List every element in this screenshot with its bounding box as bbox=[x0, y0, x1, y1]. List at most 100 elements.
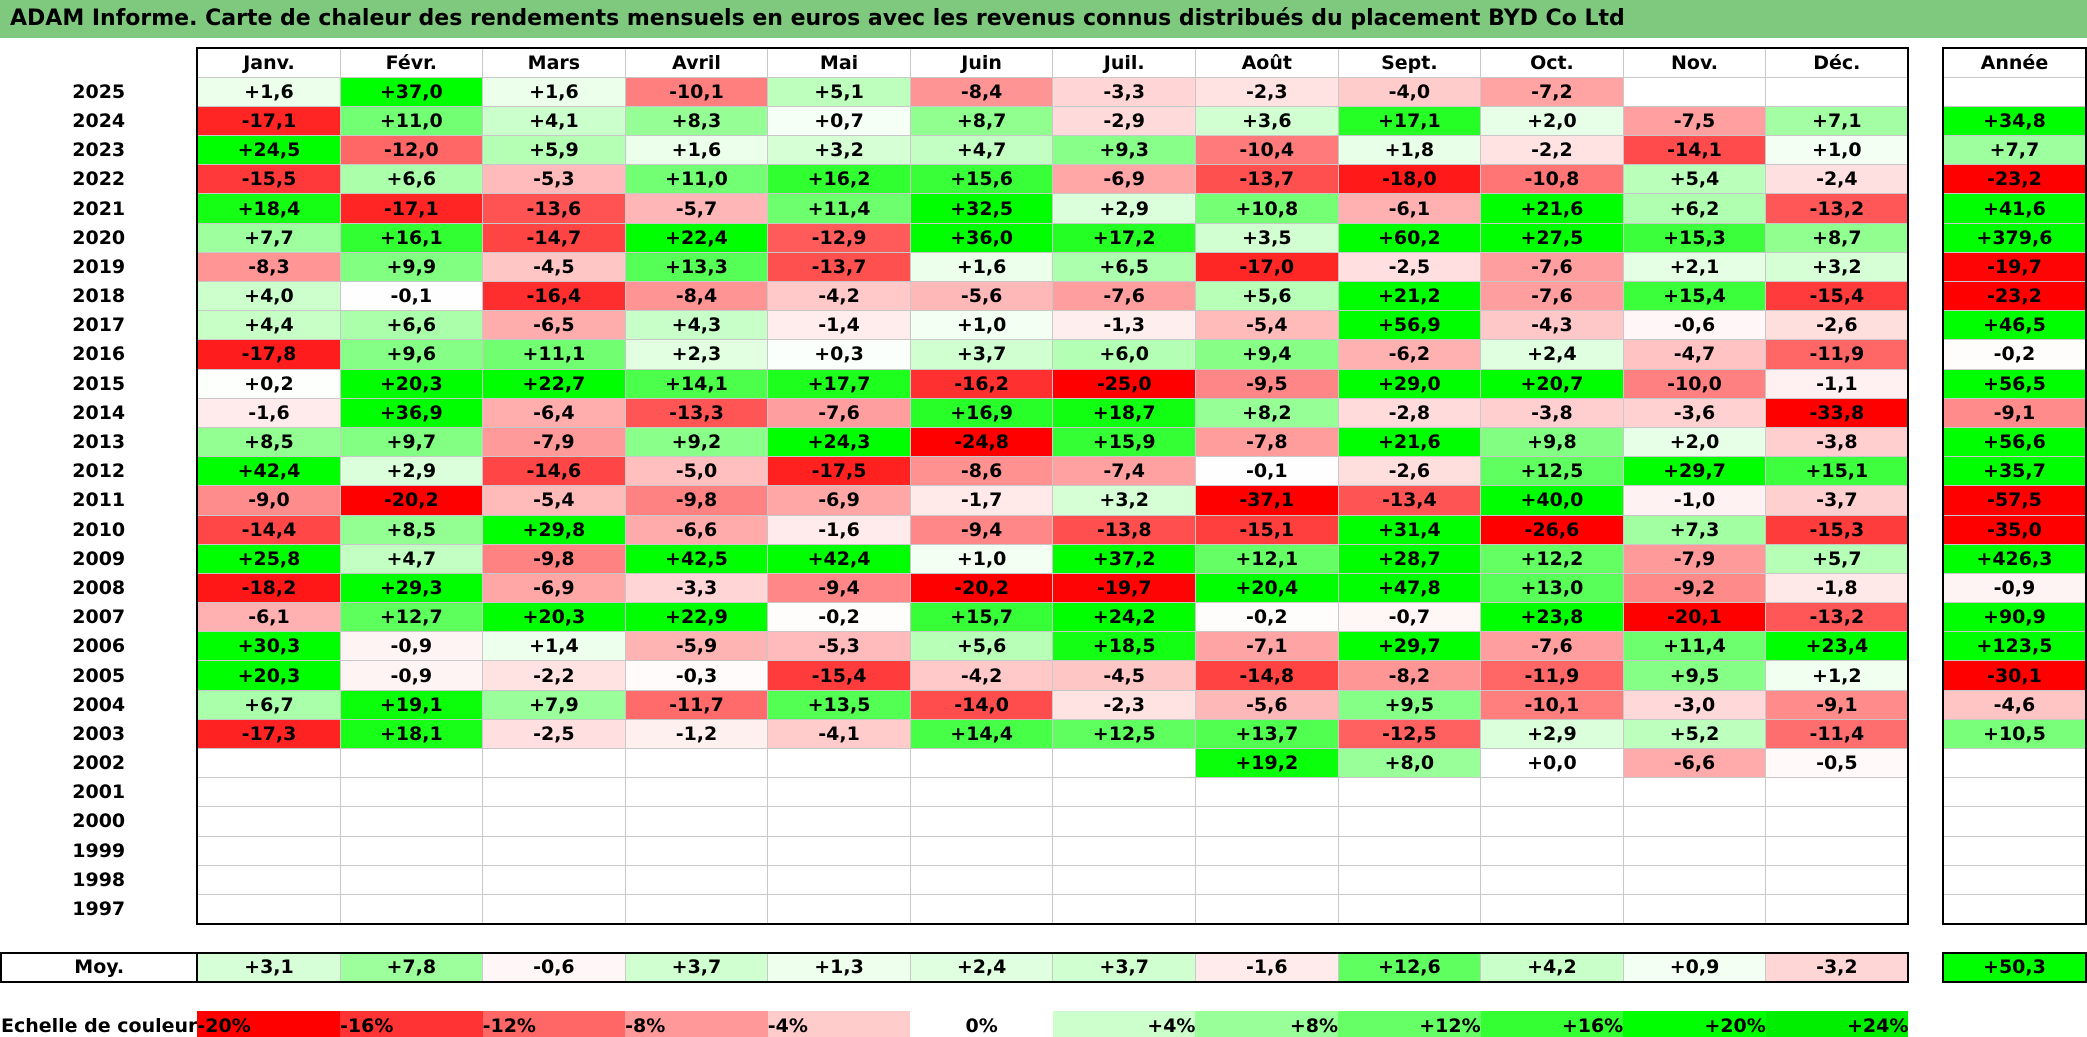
column-gap bbox=[1908, 515, 1943, 544]
year-label: 1997 bbox=[72, 898, 126, 921]
year-label: 2005 bbox=[72, 664, 126, 687]
heatmap-cell: -9,8 bbox=[482, 543, 626, 574]
heatmap-cell: -25,0 bbox=[1052, 368, 1196, 399]
annual-cell: +90,9 bbox=[1941, 602, 2087, 633]
heatmap-cell: +0,7 bbox=[767, 105, 911, 137]
heatmap-cell: +10,8 bbox=[1194, 193, 1339, 224]
annual-cell: +35,7 bbox=[1941, 456, 2087, 487]
column-gap bbox=[1908, 836, 1943, 865]
heatmap-cell: +8,0 bbox=[1337, 747, 1482, 779]
table-row: 2001 bbox=[1, 777, 2087, 808]
column-header: Août bbox=[1194, 46, 1339, 78]
table-row: 2014 -1,6 +36,9 -6,4 -13,3 -7,6 +16,9 +18,7 +8,2… bbox=[1, 397, 2087, 428]
heatmap-cell: -3,3 bbox=[624, 572, 769, 604]
heatmap-cell: +5,2 bbox=[1622, 718, 1767, 750]
heatmap-cell: -3,6 bbox=[1622, 397, 1767, 428]
heatmap-cell: +2,3 bbox=[624, 339, 769, 370]
heatmap-cell bbox=[1622, 777, 1767, 808]
column-gap bbox=[1908, 573, 1943, 602]
heatmap-cell: +5,7 bbox=[1765, 543, 1910, 574]
heatmap-cell: -1,0 bbox=[1622, 485, 1767, 516]
heatmap-cell: +12,7 bbox=[339, 602, 484, 633]
heatmap-cell: -15,5 bbox=[196, 164, 341, 195]
heatmap-cell: -17,3 bbox=[196, 718, 341, 750]
year-label: 2008 bbox=[72, 576, 126, 599]
heatmap-cell: +7,3 bbox=[1622, 514, 1767, 545]
heatmap-cell: +37,2 bbox=[1052, 543, 1196, 574]
heatmap-cell: -2,9 bbox=[1052, 105, 1196, 137]
column-gap bbox=[1908, 865, 1943, 894]
heatmap-cell bbox=[624, 835, 769, 866]
heatmap-cell: +13,3 bbox=[624, 251, 769, 283]
heatmap-cell bbox=[767, 893, 911, 925]
heatmap-cell: -13,8 bbox=[1052, 514, 1196, 545]
heatmap-cell: +11,4 bbox=[1622, 631, 1767, 662]
heatmap-cell: +7,9 bbox=[482, 689, 626, 720]
column-header: Juil. bbox=[1052, 46, 1196, 78]
heatmap-cell: +17,2 bbox=[1052, 222, 1196, 253]
heatmap-cell: +6,7 bbox=[196, 689, 341, 720]
heatmap-cell: -2,3 bbox=[1052, 689, 1196, 720]
heatmap-cell: -8,6 bbox=[909, 456, 1054, 487]
heatmap-cell bbox=[1052, 747, 1196, 779]
annual-cell: +46,5 bbox=[1941, 310, 2087, 341]
heatmap-cell: +1,6 bbox=[196, 76, 341, 107]
heatmap-cell: -6,5 bbox=[482, 310, 626, 341]
heatmap-cell: +0,3 bbox=[767, 339, 911, 370]
heatmap-cell: -4,7 bbox=[1622, 339, 1767, 370]
heatmap-cell: -2,8 bbox=[1337, 397, 1482, 428]
column-gap bbox=[1908, 894, 1943, 923]
annual-cell: -23,2 bbox=[1941, 164, 2087, 195]
heatmap-cell: -7,6 bbox=[767, 397, 911, 428]
annual-cell bbox=[1941, 835, 2087, 866]
column-gap bbox=[1908, 953, 1943, 982]
heatmap-cell: +47,8 bbox=[1337, 572, 1482, 604]
heatmap-cell: +3,2 bbox=[1765, 251, 1910, 283]
heatmap-cell bbox=[1337, 777, 1482, 808]
column-gap bbox=[1908, 77, 1943, 106]
heatmap-cell: -11,9 bbox=[1765, 339, 1910, 370]
heatmap-cell: +9,4 bbox=[1194, 339, 1339, 370]
heatmap-cell bbox=[1622, 893, 1767, 925]
heatmap-cell: +15,6 bbox=[909, 164, 1054, 195]
heatmap-cell: +22,7 bbox=[482, 368, 626, 399]
column-gap bbox=[1908, 690, 1943, 719]
annual-cell: +10,5 bbox=[1941, 718, 2087, 750]
heatmap-cell: +4,7 bbox=[339, 543, 484, 574]
heatmap-cell: -7,8 bbox=[1194, 426, 1339, 458]
heatmap-cell bbox=[767, 747, 911, 779]
heatmap-cell: +5,9 bbox=[482, 135, 626, 166]
heatmap-cell: -10,4 bbox=[1194, 135, 1339, 166]
heatmap-cell: +14,4 bbox=[909, 718, 1054, 750]
average-cell: +3,1 bbox=[196, 951, 341, 984]
heatmap-cell: -5,0 bbox=[624, 456, 769, 487]
heatmap-cell: +4,0 bbox=[196, 280, 341, 312]
heatmap-cell: -14,0 bbox=[909, 689, 1054, 720]
table-row: 2008 -18,2 +29,3 -6,9 -3,3 -9,4 -20,2 -19,7 +20,… bbox=[1, 572, 2087, 604]
heatmap-cell: -10,1 bbox=[1480, 689, 1624, 720]
heatmap-cell: -37,1 bbox=[1194, 485, 1339, 516]
heatmap-cell bbox=[1622, 806, 1767, 837]
heatmap-cell: +3,7 bbox=[909, 339, 1054, 370]
year-label: 2024 bbox=[72, 109, 126, 132]
heatmap-cell: +9,6 bbox=[339, 339, 484, 370]
heatmap-cell: +36,9 bbox=[339, 397, 484, 428]
table-row: 2021 +18,4 -17,1 -13,6 -5,7 +11,4 +32,5 +2,9 +10… bbox=[1, 193, 2087, 224]
annual-cell: +56,5 bbox=[1941, 368, 2087, 399]
year-label: 2011 bbox=[72, 489, 126, 512]
heatmap-cell: +5,6 bbox=[1194, 280, 1339, 312]
column-gap bbox=[1908, 136, 1943, 165]
heatmap-cell: -19,7 bbox=[1052, 572, 1196, 604]
heatmap-cell: -0,9 bbox=[339, 631, 484, 662]
heatmap-cell: -0,7 bbox=[1337, 602, 1482, 633]
heatmap-cell: +20,7 bbox=[1480, 368, 1624, 399]
heatmap-cell: -0,2 bbox=[767, 602, 911, 633]
heatmap-cell: +24,3 bbox=[767, 426, 911, 458]
color-scale-swatch: -20% bbox=[197, 1011, 341, 1037]
table-row: 1998 bbox=[1, 864, 2087, 895]
heatmap-cell: +5,4 bbox=[1622, 164, 1767, 195]
heatmap-cell: +15,3 bbox=[1622, 222, 1767, 253]
table-row: 2017 +4,4 +6,6 -6,5 +4,3 -1,4 +1,0 -1,3 -5,4 +56,… bbox=[1, 310, 2087, 341]
annual-cell: -9,1 bbox=[1941, 397, 2087, 428]
heatmap-cell: +1,0 bbox=[1765, 135, 1910, 166]
